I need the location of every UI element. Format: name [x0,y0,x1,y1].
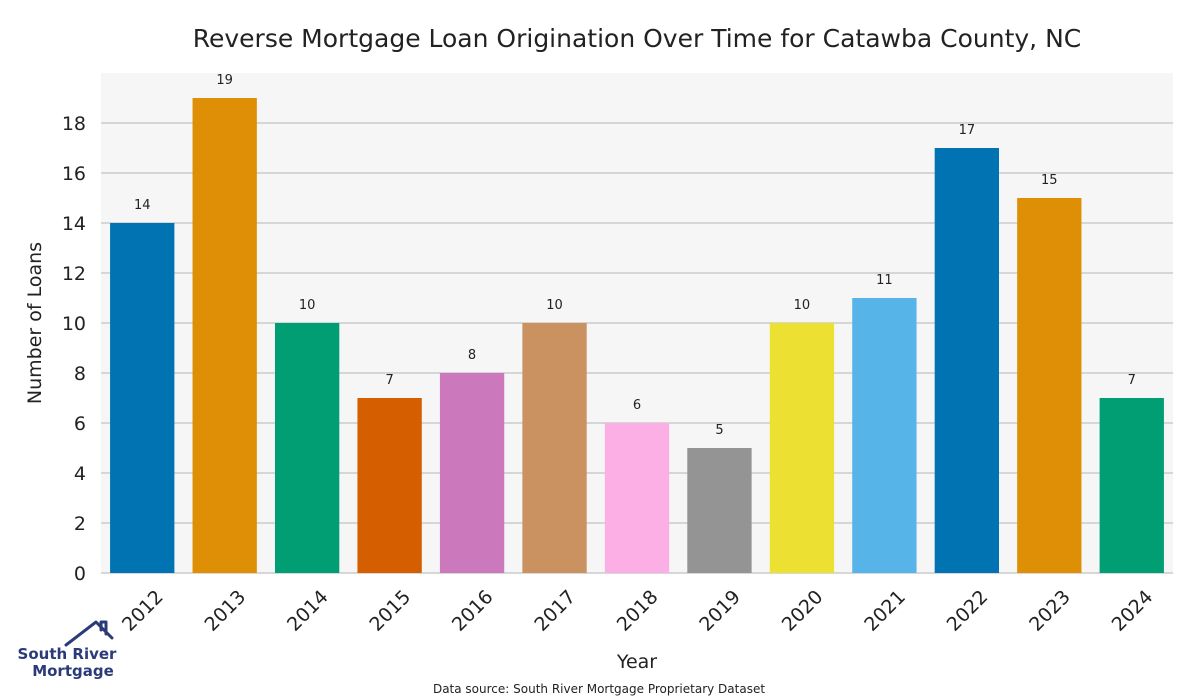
y-tick-labels: 0 2 4 6 8 10 12 14 16 18 [62,113,86,585]
y-tick-label: 2 [74,513,86,535]
bar-2019 [687,448,752,573]
bar-2020 [769,323,835,573]
bar-value-label-2013: 19 [216,73,233,88]
bar-value-label-2015: 7 [385,373,393,388]
x-tick-label-2019: 2019 [695,586,745,636]
x-tick-label-2012: 2012 [118,586,168,636]
y-tick-label: 6 [74,413,86,435]
company-logo: South River Mortgage [18,620,118,680]
logo-line-2: Mortgage [32,662,114,680]
x-tick-label-2022: 2022 [943,586,993,636]
bar-2018 [604,423,670,573]
bar-2015 [357,398,422,573]
x-tick-label-2017: 2017 [530,586,580,636]
y-axis-label: Number of Loans [24,242,46,404]
bar-value-label-2012: 14 [134,198,151,213]
data-source-note: Data source: South River Mortgage Propri… [433,682,765,696]
x-tick-label-2013: 2013 [200,586,250,636]
y-tick-label: 14 [62,213,86,235]
bars [110,98,1164,573]
x-tick-label-2014: 2014 [283,586,333,636]
bar-2024 [1099,398,1164,573]
x-axis-label: Year [616,651,657,673]
bar-value-label-2016: 8 [468,348,476,363]
bar-2023 [1017,198,1082,573]
bar-2021 [852,298,917,573]
bar-2013 [192,98,257,573]
bar-2017 [522,323,587,573]
x-tick-label-2024: 2024 [1108,586,1158,636]
x-tick-labels: 2012 2013 2014 2015 2016 2017 2018 2019 2020 2021… [118,586,1157,636]
x-tick-label-2015: 2015 [365,586,415,636]
bar-value-label-2018: 6 [633,398,641,413]
bar-value-label-2019: 5 [715,423,723,438]
bar-value-label-2017: 10 [546,298,563,313]
bar-2022 [934,148,1000,573]
bar-value-label-2021: 11 [876,273,893,288]
bar-value-label-2014: 10 [299,298,316,313]
bar-value-label-2020: 10 [794,298,811,313]
y-tick-label: 18 [62,113,86,135]
y-tick-label: 16 [62,163,86,185]
bar-value-label-2022: 17 [959,123,976,138]
x-tick-label-2016: 2016 [448,586,498,636]
x-tick-label-2020: 2020 [778,586,828,636]
x-tick-label-2023: 2023 [1025,586,1075,636]
house-outline-icon [64,620,114,647]
x-tick-label-2018: 2018 [613,586,663,636]
chart-title: Reverse Mortgage Loan Origination Over T… [193,24,1081,53]
x-tick-label-2021: 2021 [860,586,910,636]
bar-2012 [110,223,175,573]
bar-2014 [274,323,340,573]
bar-value-label-2024: 7 [1128,373,1136,388]
y-tick-label: 4 [74,463,86,485]
y-tick-label: 10 [62,313,86,335]
bar-2016 [439,373,505,573]
logo-line-1: South River [18,645,118,663]
y-tick-label: 0 [74,563,86,585]
bar-value-label-2023: 15 [1041,173,1058,188]
y-tick-label: 12 [62,263,86,285]
bar-value-labels: 14 19 10 7 8 10 6 5 10 11 17 15 7 [134,73,1136,438]
y-tick-label: 8 [74,363,86,385]
